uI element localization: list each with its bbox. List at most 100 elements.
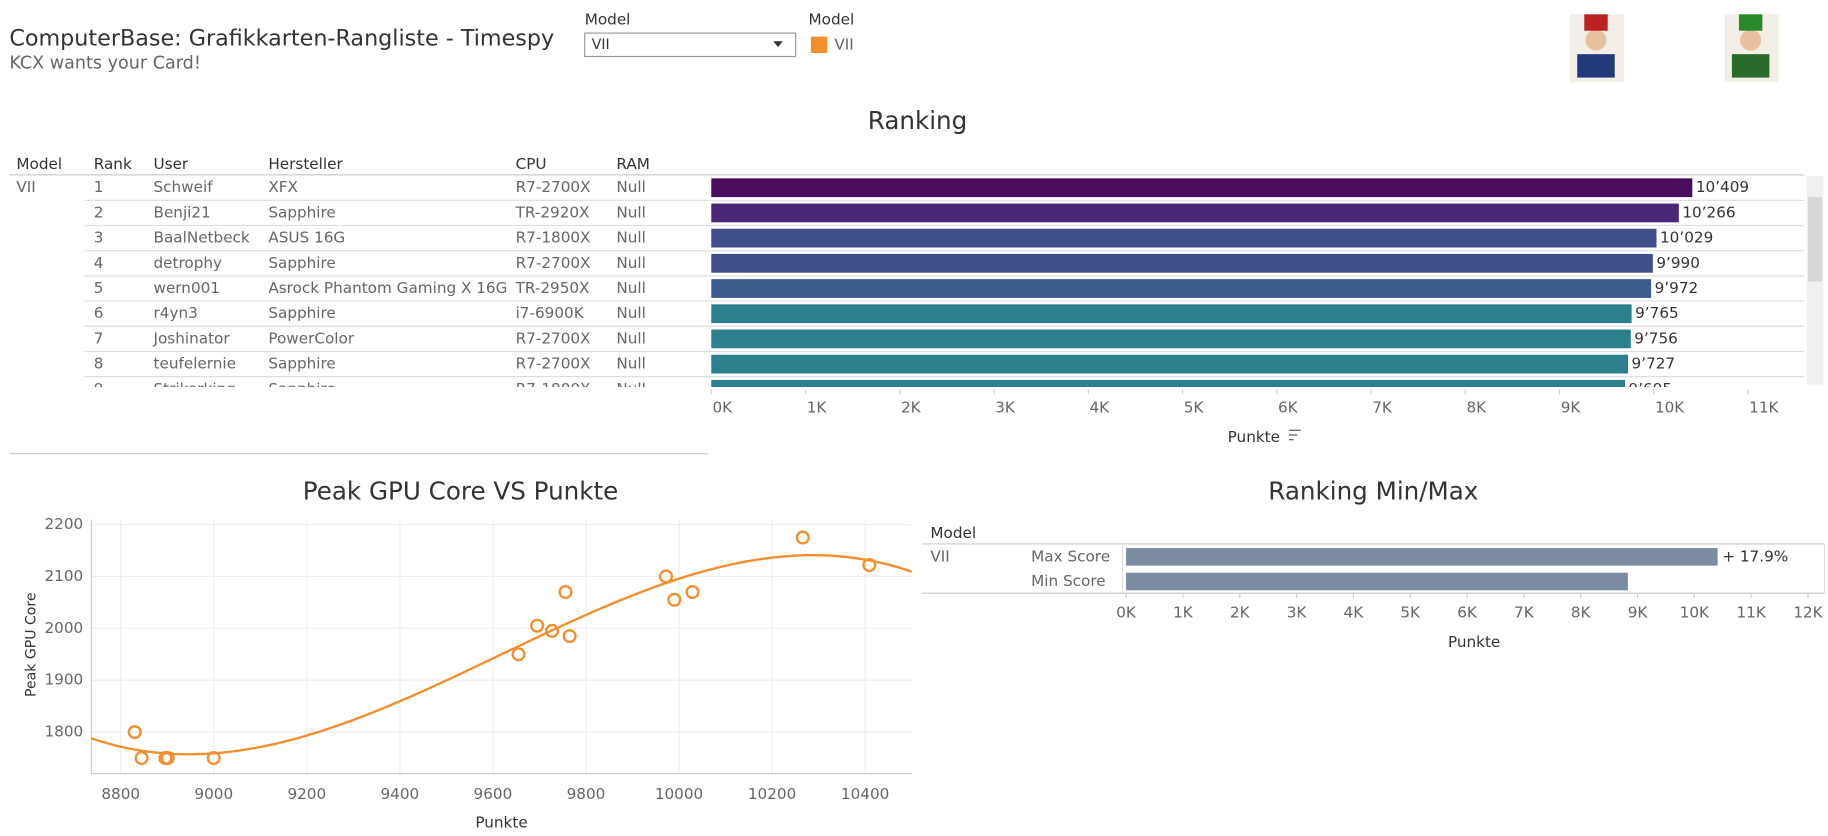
table-cell: teufelernie: [154, 355, 237, 373]
sort-icon[interactable]: [1288, 429, 1301, 441]
x-tick-label: 10000: [655, 785, 703, 803]
scrollbar-thumb[interactable]: [1808, 197, 1823, 282]
bar: [711, 379, 1626, 387]
table-cell: R7-2700X: [516, 178, 591, 196]
point: [127, 725, 142, 740]
x-tick-label: 7K: [1372, 399, 1393, 417]
dashboard-title: ComputerBase: Grafikkarten-Rangliste - T…: [9, 25, 554, 51]
x-tick-label: 2K: [901, 399, 922, 417]
table-cell: R7-1800X: [516, 380, 591, 398]
column-header: RAM: [616, 155, 650, 173]
table-cell: Sapphire: [268, 203, 335, 221]
dropdown-arrow: [773, 41, 783, 48]
table-cell: Joshinator: [153, 329, 231, 347]
table-cell: Sapphire: [268, 355, 335, 373]
table-cell: Benji21: [154, 203, 211, 221]
legend-item: VII: [834, 35, 853, 53]
category-label: Max Score: [1031, 547, 1110, 565]
point: [206, 751, 221, 766]
bar: [711, 228, 1657, 248]
table-cell: Sapphire: [268, 380, 335, 398]
table-cell: R7-2700X: [516, 329, 591, 347]
table-cell: Sapphire: [268, 254, 335, 272]
bar: [711, 253, 1653, 273]
y-tick-label: 1800: [44, 723, 83, 741]
column-header: Rank: [94, 155, 132, 173]
point: [530, 618, 545, 633]
point: [544, 623, 560, 638]
x-axis-label: Punkte: [475, 813, 527, 831]
x-tick-label: 3K: [1287, 604, 1308, 622]
table-cell: TR-2920X: [515, 203, 590, 221]
trend-line: [91, 554, 913, 756]
x-tick-label: 4K: [1344, 604, 1365, 622]
x-axis-label: Punkte: [1448, 633, 1500, 651]
table-cell: 3: [94, 229, 104, 247]
filter-dropdown[interactable]: [584, 32, 797, 58]
x-tick-label: 9K: [1628, 604, 1649, 622]
column-header: Hersteller: [268, 155, 343, 173]
x-tick-label: 8800: [101, 785, 140, 803]
table-cell: Null: [616, 203, 646, 221]
bar: [711, 304, 1632, 324]
data-label: 9’990: [1656, 254, 1700, 272]
point: [795, 530, 810, 545]
filter-value: VII: [592, 37, 610, 53]
data-label: 10’266: [1682, 203, 1735, 221]
y-tick-label: 1900: [44, 671, 83, 689]
point: [160, 751, 175, 766]
y-tick-label: 2100: [44, 567, 83, 585]
x-tick-label: 10400: [841, 785, 889, 803]
data-label: 10’029: [1660, 229, 1713, 247]
table-cell: 2: [94, 203, 104, 221]
x-tick-label: 9K: [1561, 399, 1582, 417]
x-tick-label: 2K: [1230, 604, 1251, 622]
point: [862, 557, 877, 573]
x-tick-label: 9400: [381, 785, 420, 803]
category-label: Min Score: [1031, 572, 1105, 590]
table-cell: detrophy: [154, 254, 223, 272]
x-tick-label: 9600: [474, 785, 513, 803]
table-cell: Null: [616, 355, 646, 373]
bar: [711, 279, 1652, 298]
table-cell: 7: [94, 329, 104, 347]
table-cell: Null: [616, 329, 646, 347]
x-tick-label: 7K: [1514, 604, 1535, 622]
x-tick-label: 12K: [1793, 604, 1823, 622]
annotation: + 17.9%: [1722, 547, 1788, 565]
x-tick-label: 5K: [1400, 604, 1421, 622]
data-label: 9’756: [1634, 329, 1678, 347]
y-tick-label: 2200: [44, 515, 83, 533]
x-tick-label: 6K: [1457, 604, 1478, 622]
ranking-rows: 1 Schweif XFX R7-2700X Null 10’409 2 Benji21 Sap…: [84, 178, 1805, 398]
x-tick-label: 0K: [1116, 604, 1137, 622]
table-cell: Strikerking: [154, 380, 236, 398]
table-cell: ASUS 16G: [268, 229, 345, 247]
icon: [1570, 14, 1625, 83]
data-label: 9’727: [1632, 355, 1676, 373]
table-cell: 6: [94, 304, 104, 322]
x-tick-label: 0K: [712, 399, 733, 417]
point: [558, 584, 573, 600]
point: [134, 751, 149, 766]
x-tick-label: 6K: [1278, 399, 1299, 417]
table-cell: Null: [616, 229, 646, 247]
table-cell: Null: [616, 279, 646, 297]
model-cell: VII: [930, 547, 949, 565]
table-cell: R7-1800X: [516, 229, 591, 247]
y-tick-label: 2000: [44, 619, 83, 637]
bar: [711, 354, 1629, 374]
y-axis-label: Peak GPU Core: [24, 593, 40, 697]
bar: [711, 329, 1631, 349]
bar: [711, 203, 1679, 223]
icon: [1724, 14, 1779, 83]
table-cell: i7-6900K: [516, 304, 585, 322]
table-cell: wern001: [154, 279, 221, 297]
x-tick-label: 11K: [1736, 604, 1766, 622]
x-tick-label: 11K: [1749, 399, 1779, 417]
x-tick-label: 4K: [1089, 399, 1110, 417]
table-cell: 4: [94, 254, 104, 272]
legend-swatch: [810, 36, 828, 53]
column-header: Model: [16, 155, 62, 173]
